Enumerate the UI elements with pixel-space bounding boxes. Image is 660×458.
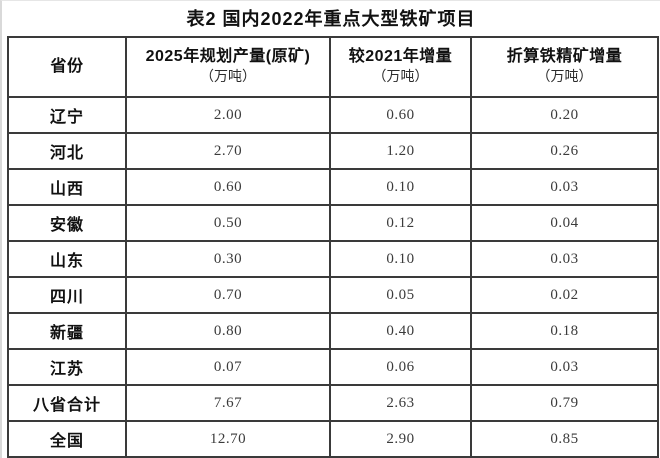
province-cell: 山东 <box>7 240 127 278</box>
iron-ore-projects-table: 省份 2025年规划产量(原矿) （万吨） 较2021年增量 （万吨） 折算铁精… <box>7 36 659 458</box>
table-row: 安徽 0.50 0.12 0.04 <box>7 204 659 242</box>
table-row: 山东 0.30 0.10 0.03 <box>7 240 659 278</box>
table-header-row: 省份 2025年规划产量(原矿) （万吨） 较2021年增量 （万吨） 折算铁精… <box>7 36 659 98</box>
column-header-label: 折算铁精矿增量 <box>506 47 623 65</box>
value-cell: 2.70 <box>125 132 331 170</box>
value-cell: 0.30 <box>125 240 331 278</box>
column-header-label: 较2021年增量 <box>348 47 453 65</box>
table-row: 全国 12.70 2.90 0.85 <box>7 420 659 458</box>
province-cell: 河北 <box>7 132 127 170</box>
value-cell: 0.03 <box>470 168 659 206</box>
column-header-increase-vs-2021: 较2021年增量 （万吨） <box>329 36 472 98</box>
value-cell: 0.02 <box>470 276 659 314</box>
value-cell: 0.07 <box>125 348 331 386</box>
value-cell: 0.26 <box>470 132 659 170</box>
value-cell: 1.20 <box>329 132 472 170</box>
table-row: 江苏 0.07 0.06 0.03 <box>7 348 659 386</box>
column-header-label: 2025年规划产量(原矿) <box>145 47 311 65</box>
value-cell: 12.70 <box>125 420 331 458</box>
province-cell: 山西 <box>7 168 127 206</box>
value-cell: 0.04 <box>470 204 659 242</box>
province-cell: 新疆 <box>7 312 127 350</box>
value-cell: 0.18 <box>470 312 659 350</box>
table-row: 四川 0.70 0.05 0.02 <box>7 276 659 314</box>
table-row: 山西 0.60 0.10 0.03 <box>7 168 659 206</box>
value-cell: 7.67 <box>125 384 331 422</box>
table-row: 新疆 0.80 0.40 0.18 <box>7 312 659 350</box>
value-cell: 0.10 <box>329 240 472 278</box>
value-cell: 0.70 <box>125 276 331 314</box>
column-header-concentrate-increase: 折算铁精矿增量 （万吨） <box>470 36 659 98</box>
value-cell: 2.63 <box>329 384 472 422</box>
value-cell: 2.00 <box>125 96 331 134</box>
table-body: 辽宁 2.00 0.60 0.20 河北 2.70 1.20 0.26 山西 0.60 0.10 0.… <box>7 96 659 458</box>
column-header-label: 省份 <box>50 57 84 75</box>
value-cell: 0.20 <box>470 96 659 134</box>
value-cell: 0.06 <box>329 348 472 386</box>
column-header-unit: （万吨） <box>536 70 593 86</box>
province-cell: 四川 <box>7 276 127 314</box>
value-cell: 0.05 <box>329 276 472 314</box>
value-cell: 0.60 <box>125 168 331 206</box>
province-cell: 江苏 <box>7 348 127 386</box>
value-cell: 0.80 <box>125 312 331 350</box>
value-cell: 0.79 <box>470 384 659 422</box>
table-row: 八省合计 7.67 2.63 0.79 <box>7 384 659 422</box>
value-cell: 0.60 <box>329 96 472 134</box>
province-cell: 辽宁 <box>7 96 127 134</box>
value-cell: 0.12 <box>329 204 472 242</box>
value-cell: 0.50 <box>125 204 331 242</box>
value-cell: 0.03 <box>470 348 659 386</box>
table-row: 河北 2.70 1.20 0.26 <box>7 132 659 170</box>
value-cell: 0.03 <box>470 240 659 278</box>
value-cell: 0.40 <box>329 312 472 350</box>
province-cell: 八省合计 <box>7 384 127 422</box>
value-cell: 2.90 <box>329 420 472 458</box>
province-cell: 全国 <box>7 420 127 458</box>
table-row: 辽宁 2.00 0.60 0.20 <box>7 96 659 134</box>
column-header-unit: （万吨） <box>200 70 256 86</box>
column-header-planned-2025: 2025年规划产量(原矿) （万吨） <box>125 36 331 98</box>
value-cell: 0.10 <box>329 168 472 206</box>
column-header-unit: （万吨） <box>372 70 429 86</box>
table-title: 表2 国内2022年重点大型铁矿项目 <box>186 9 476 29</box>
province-cell: 安徽 <box>7 204 127 242</box>
value-cell: 0.85 <box>470 420 659 458</box>
column-header-province: 省份 <box>7 36 127 98</box>
